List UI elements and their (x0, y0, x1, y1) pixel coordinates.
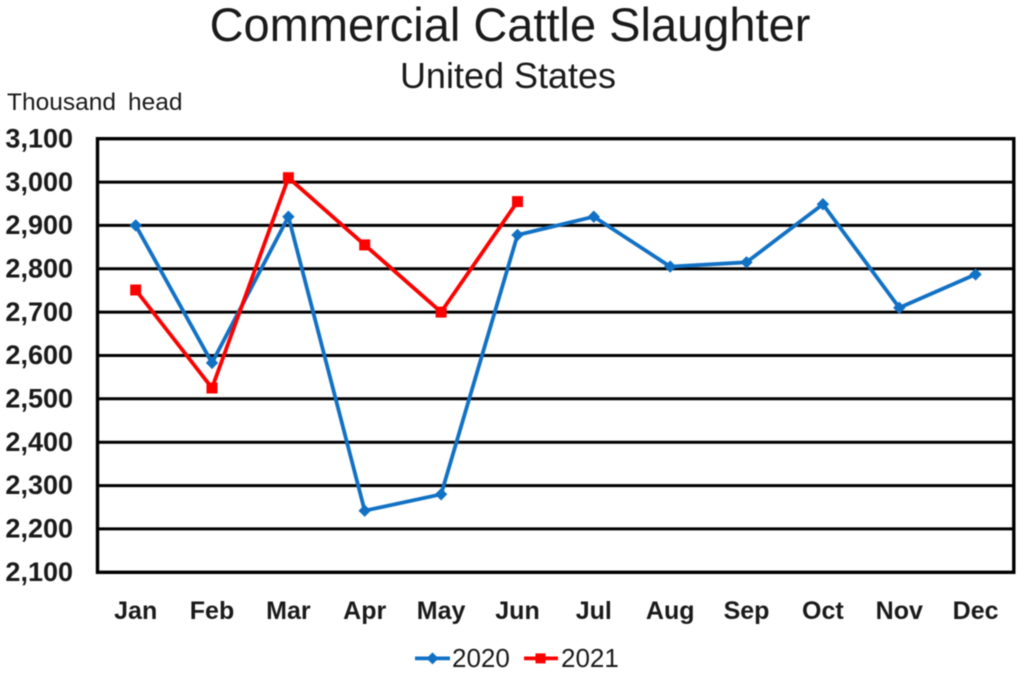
svg-text:2,700: 2,700 (5, 297, 73, 327)
svg-text:Jul: Jul (576, 597, 612, 625)
svg-text:Thousand: Thousand (7, 89, 116, 116)
svg-text:2,900: 2,900 (5, 210, 73, 240)
svg-text:Jun: Jun (495, 597, 539, 625)
svg-text:Commercial Cattle Slaughter: Commercial Cattle Slaughter (210, 0, 811, 51)
svg-text:Nov: Nov (876, 597, 923, 625)
svg-text:Oct: Oct (802, 597, 844, 625)
svg-text:2021: 2021 (561, 643, 619, 673)
svg-text:Sep: Sep (724, 597, 770, 625)
svg-text:2,500: 2,500 (5, 384, 73, 414)
svg-text:Mar: Mar (266, 597, 311, 625)
svg-text:Apr: Apr (343, 597, 386, 625)
svg-text:Feb: Feb (190, 597, 234, 625)
svg-text:2,400: 2,400 (5, 427, 73, 457)
svg-text:Dec: Dec (953, 597, 999, 625)
svg-text:head: head (128, 89, 183, 116)
svg-text:2,300: 2,300 (5, 470, 73, 500)
svg-text:3,100: 3,100 (5, 123, 73, 153)
svg-text:2,600: 2,600 (5, 340, 73, 370)
svg-text:2,100: 2,100 (5, 557, 73, 587)
svg-text:2,200: 2,200 (5, 514, 73, 544)
svg-text:2,800: 2,800 (5, 254, 73, 284)
svg-text:3,000: 3,000 (5, 167, 73, 197)
svg-text:Aug: Aug (646, 597, 695, 625)
svg-text:United States: United States (400, 55, 616, 96)
svg-text:2020: 2020 (452, 643, 510, 673)
svg-text:Jan: Jan (114, 597, 157, 625)
svg-text:May: May (417, 597, 466, 625)
